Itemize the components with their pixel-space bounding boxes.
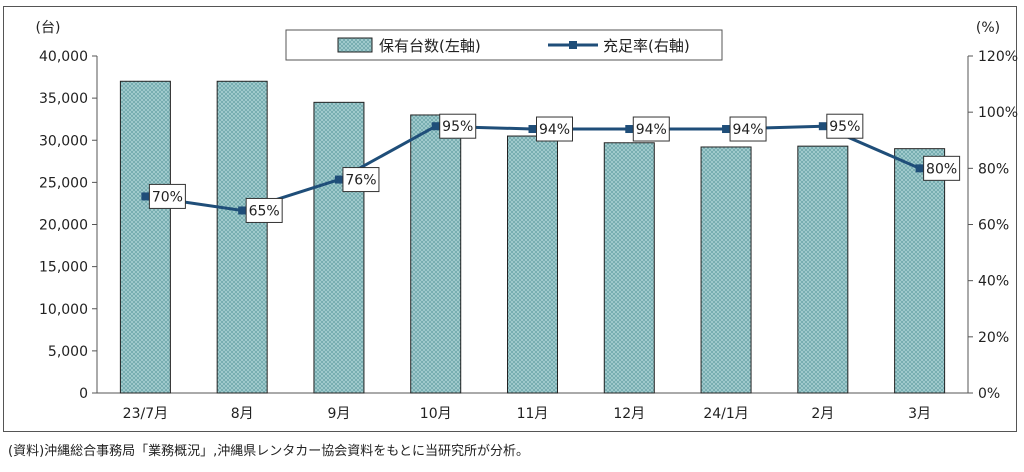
x-tick-label: 3月 xyxy=(908,406,931,422)
data-label: 80% xyxy=(926,161,957,177)
right-tick-label: 40% xyxy=(978,274,1009,290)
bar xyxy=(410,114,462,394)
x-tick-label: 9月 xyxy=(327,406,350,422)
line-marker xyxy=(528,125,537,134)
line-marker xyxy=(818,122,827,131)
left-tick-label: 5,000 xyxy=(48,344,88,360)
line-marker xyxy=(722,125,731,134)
data-label-box xyxy=(729,116,767,142)
right-tick-label: 100% xyxy=(978,105,1018,121)
bar xyxy=(216,80,268,394)
left-tick-label: 0 xyxy=(79,386,88,402)
line-marker xyxy=(141,192,150,201)
source-note: (資料)沖縄総合事務局「業務概況」,沖縄県レンタカー協会資料をもとに当研究所が分… xyxy=(8,444,530,459)
left-axis-unit: (台) xyxy=(36,20,61,36)
legend-bar-label: 保有台数(左軸) xyxy=(379,37,481,55)
x-tick-label: 10月 xyxy=(420,406,452,422)
data-label-box xyxy=(536,116,573,142)
bar xyxy=(894,148,946,394)
line-series-group: 70% 65% 76% 95% 94% 94% 94% 95% 80% xyxy=(141,113,961,223)
data-label-box xyxy=(245,197,283,223)
bar xyxy=(700,146,752,394)
left-tick-label: 30,000 xyxy=(39,133,88,149)
right-tick-label: 20% xyxy=(978,330,1009,346)
data-label: 94% xyxy=(636,122,667,138)
right-tick-label: 60% xyxy=(978,218,1009,234)
bar xyxy=(797,145,849,394)
right-axis-unit: (%) xyxy=(976,20,1000,36)
bar xyxy=(603,142,655,394)
left-tick-label: 10,000 xyxy=(39,302,88,318)
data-label: 95% xyxy=(829,119,860,135)
bar xyxy=(313,101,365,394)
left-tick-label: 20,000 xyxy=(39,218,88,234)
x-tick-label: 8月 xyxy=(231,406,254,422)
x-tick-label: 2月 xyxy=(811,406,834,422)
right-tick-label: 80% xyxy=(978,161,1009,177)
data-label: 70% xyxy=(152,189,183,205)
line-marker xyxy=(625,125,634,134)
data-label: 94% xyxy=(732,122,763,138)
data-label-box xyxy=(826,113,864,139)
legend: 保有台数(左軸) 充足率(右軸) xyxy=(285,29,723,61)
data-label: 65% xyxy=(249,203,280,219)
x-tick-label: 11月 xyxy=(517,406,549,422)
data-label: 95% xyxy=(442,119,473,135)
data-label-box xyxy=(632,116,670,142)
data-label-box xyxy=(439,113,477,139)
x-tick-label: 24/1月 xyxy=(703,406,748,422)
data-label: 76% xyxy=(345,173,376,189)
axes-group: 0 5,000 10,000 15,000 20,000 25,000 30,000 35,0… xyxy=(36,20,1019,422)
bar xyxy=(507,135,558,394)
data-label-box xyxy=(923,155,961,181)
line-marker xyxy=(915,164,924,173)
bar xyxy=(119,80,171,394)
legend-bar-swatch xyxy=(337,37,373,53)
data-label-box xyxy=(342,167,380,193)
x-tick-label: 23/7月 xyxy=(123,406,168,422)
x-tick-label: 12月 xyxy=(613,406,645,422)
right-tick-label: 120% xyxy=(978,49,1018,65)
data-label: 94% xyxy=(539,122,570,138)
data-label-box xyxy=(148,183,186,209)
line-marker xyxy=(334,175,343,184)
line-marker xyxy=(431,122,440,131)
left-tick-label: 15,000 xyxy=(39,260,88,276)
legend-line-label: 充足率(右軸) xyxy=(603,37,690,55)
chart-frame xyxy=(3,6,1017,432)
left-tick-label: 25,000 xyxy=(39,175,88,191)
line-marker xyxy=(238,206,247,215)
bar-series-group xyxy=(119,80,946,394)
right-tick-label: 0% xyxy=(978,386,1000,402)
left-tick-label: 35,000 xyxy=(39,91,88,107)
left-tick-label: 40,000 xyxy=(39,49,88,65)
legend-line-marker xyxy=(569,41,577,49)
